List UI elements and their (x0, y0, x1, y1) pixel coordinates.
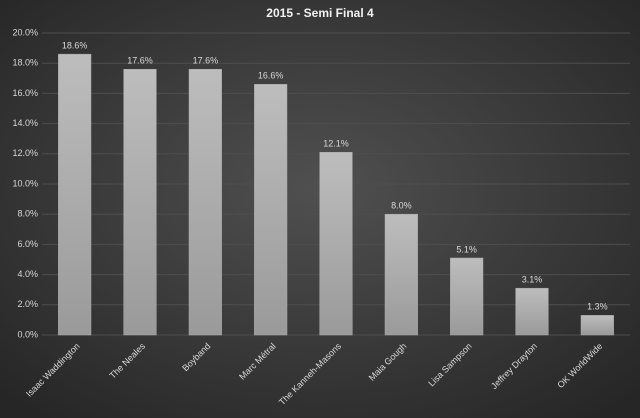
bar (384, 213, 418, 336)
chart-title: 2015 - Semi Final 4 (266, 6, 374, 20)
data-label: 17.6% (127, 56, 153, 66)
data-label: 12.1% (323, 139, 349, 149)
data-label: 17.6% (193, 56, 219, 66)
bar (254, 84, 288, 336)
y-tick-label: 8.0% (17, 209, 38, 219)
data-label: 1.3% (587, 302, 608, 312)
y-tick-label: 18.0% (12, 58, 38, 68)
y-tick-label: 12.0% (12, 148, 38, 158)
y-tick-label: 20.0% (12, 27, 38, 37)
y-tick-label: 6.0% (17, 239, 38, 249)
bar (319, 152, 353, 336)
y-tick-label: 0.0% (17, 329, 38, 339)
y-tick-label: 14.0% (12, 118, 38, 128)
bar (450, 257, 484, 336)
data-label: 5.1% (456, 244, 477, 254)
data-label: 16.6% (258, 71, 284, 81)
bar (580, 315, 614, 336)
bar (123, 68, 157, 336)
y-tick-label: 2.0% (17, 299, 38, 309)
bar (515, 287, 549, 336)
bar (58, 53, 92, 336)
bar (188, 68, 222, 336)
y-tick-label: 4.0% (17, 269, 38, 279)
data-label: 3.1% (522, 275, 543, 285)
y-tick-label: 10.0% (12, 178, 38, 188)
y-tick-label: 16.0% (12, 88, 38, 98)
data-label: 8.0% (391, 201, 412, 211)
data-label: 18.6% (62, 41, 88, 51)
